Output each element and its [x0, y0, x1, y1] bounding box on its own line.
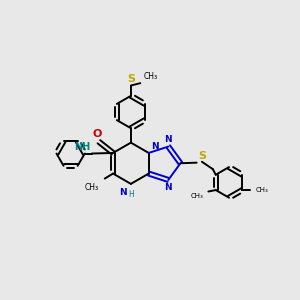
Text: CH₃: CH₃ — [256, 187, 268, 193]
Text: N: N — [151, 142, 158, 151]
Text: H: H — [128, 190, 134, 199]
Text: CH₃: CH₃ — [85, 183, 99, 192]
Text: N: N — [164, 135, 172, 144]
Text: N: N — [164, 183, 172, 192]
Text: CH₃: CH₃ — [144, 72, 158, 81]
Text: O: O — [93, 129, 102, 139]
Text: CH₃: CH₃ — [191, 193, 204, 199]
Text: S: S — [198, 152, 206, 161]
Text: S: S — [127, 74, 135, 84]
Text: NH: NH — [74, 142, 90, 152]
Text: N: N — [119, 188, 126, 197]
